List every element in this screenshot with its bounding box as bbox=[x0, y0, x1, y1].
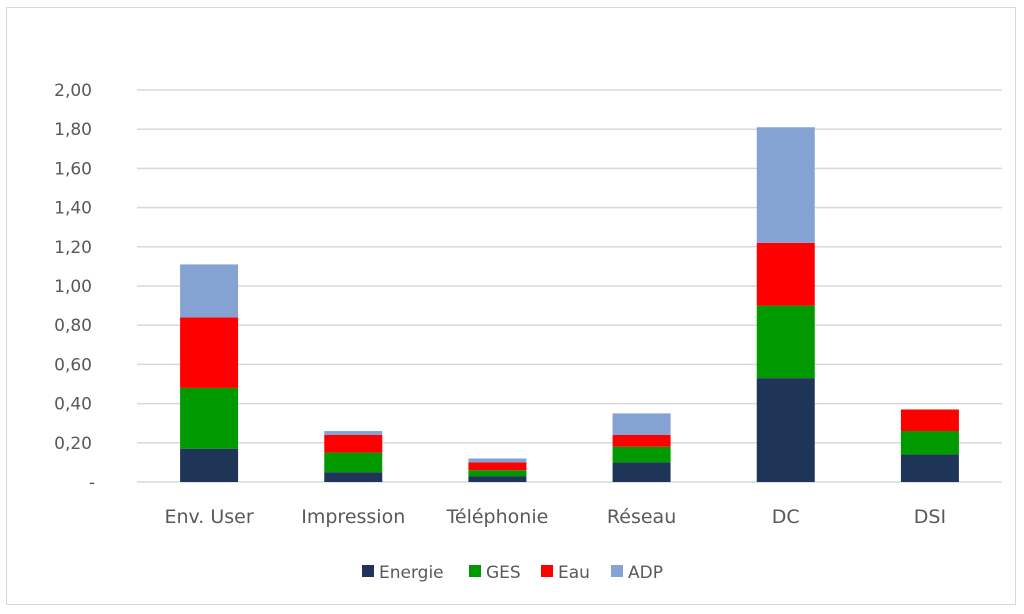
legend-label: Energie bbox=[379, 563, 444, 583]
bar-eau-2 bbox=[468, 462, 527, 471]
legend-swatch-ges bbox=[469, 565, 481, 577]
bar-eau-5 bbox=[900, 409, 959, 432]
y-tick-label: 0,60 bbox=[54, 355, 92, 375]
y-tick-label: - bbox=[89, 473, 95, 493]
legend-swatch-eau bbox=[541, 565, 553, 577]
bar-ges-3 bbox=[612, 446, 671, 463]
y-tick-label: 1,20 bbox=[54, 238, 92, 258]
legend-label: ADP bbox=[628, 563, 663, 583]
y-tick-label: 1,60 bbox=[54, 159, 92, 179]
x-tick-label: Réseau bbox=[607, 506, 676, 528]
legend-label: Eau bbox=[558, 563, 590, 583]
chart-frame bbox=[6, 7, 1016, 605]
y-tick-label: 1,80 bbox=[54, 120, 92, 140]
y-tick-label: 1,40 bbox=[54, 199, 92, 219]
x-tick-label: Impression bbox=[301, 506, 405, 528]
x-tick-label: Téléphonie bbox=[446, 506, 549, 528]
bar-adp-0 bbox=[180, 264, 239, 318]
bar-energie-0 bbox=[180, 448, 239, 482]
x-tick-label: DSI bbox=[914, 506, 946, 528]
bar-ges-1 bbox=[324, 452, 383, 473]
x-tick-label: Env. User bbox=[164, 506, 253, 528]
bar-energie-4 bbox=[756, 378, 815, 482]
bar-eau-3 bbox=[612, 434, 671, 447]
y-tick-label: 0,20 bbox=[54, 434, 92, 454]
bar-ges-0 bbox=[180, 387, 239, 449]
bar-eau-4 bbox=[756, 242, 815, 306]
bar-ges-2 bbox=[468, 470, 527, 477]
bar-adp-4 bbox=[756, 127, 815, 243]
legend-swatch-energie bbox=[362, 565, 374, 577]
bar-adp-1 bbox=[324, 431, 383, 435]
bar-ges-4 bbox=[756, 305, 815, 379]
bar-ges-5 bbox=[900, 431, 959, 455]
bar-energie-2 bbox=[468, 476, 527, 482]
bar-adp-2 bbox=[468, 458, 527, 463]
bar-energie-5 bbox=[900, 454, 959, 482]
y-tick-label: 1,00 bbox=[54, 277, 92, 297]
bar-energie-3 bbox=[612, 462, 671, 482]
y-tick-label: 2,00 bbox=[54, 81, 92, 101]
legend-label: GES bbox=[486, 563, 521, 583]
x-tick-label: DC bbox=[772, 506, 800, 528]
bar-adp-3 bbox=[612, 413, 671, 435]
legend-swatch-adp bbox=[611, 565, 623, 577]
y-tick-label: 0,40 bbox=[54, 395, 92, 415]
y-tick-label: 0,80 bbox=[54, 316, 92, 336]
bar-energie-1 bbox=[324, 472, 383, 482]
bar-eau-1 bbox=[324, 434, 383, 453]
bar-eau-0 bbox=[180, 317, 239, 388]
